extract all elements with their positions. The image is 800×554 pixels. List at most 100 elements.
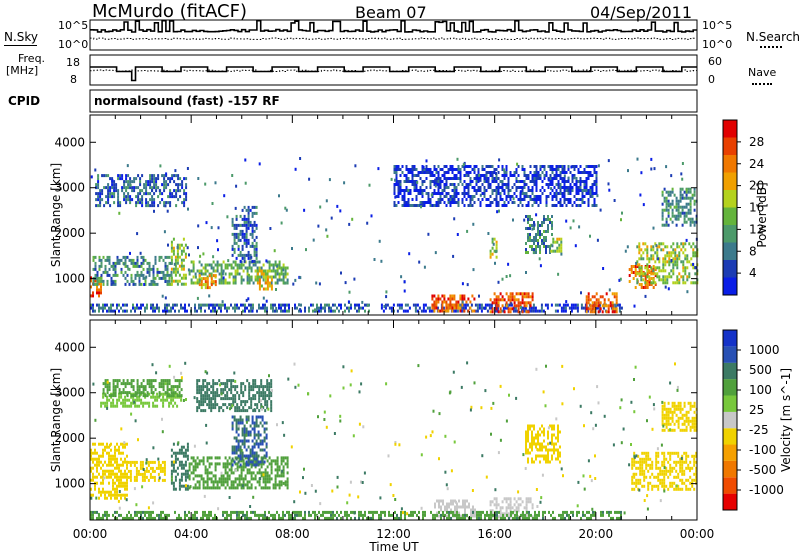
echo-cell	[405, 201, 408, 204]
echo-cell	[443, 201, 446, 204]
echo-cell	[487, 204, 490, 207]
echo-cell	[547, 451, 549, 455]
echo-cell	[527, 227, 529, 230]
echo-cell	[109, 195, 112, 199]
echo-cell	[204, 400, 207, 404]
echo-cell	[680, 248, 683, 252]
echo-cell	[140, 282, 143, 286]
echo-cell	[419, 201, 422, 204]
echo-cell	[92, 291, 94, 295]
echo-cell	[662, 278, 665, 282]
echo-cell	[583, 201, 586, 204]
echo-cell	[347, 300, 350, 304]
echo-cell	[273, 249, 276, 253]
echo-cell	[411, 177, 414, 180]
echo-cell	[577, 204, 580, 207]
echo-cell	[280, 266, 283, 270]
echo-cell	[286, 483, 289, 487]
echo-cell	[284, 480, 287, 484]
echo-cell	[672, 260, 675, 264]
echo-cell	[128, 382, 131, 386]
echo-cell	[149, 198, 152, 202]
echo-cell	[591, 192, 594, 195]
echo-cell	[505, 165, 508, 168]
echo-cell	[262, 278, 265, 282]
echo-cell	[147, 469, 150, 473]
echo-cell	[559, 460, 561, 464]
echo-cell	[146, 306, 148, 310]
echo-cell	[90, 454, 92, 458]
echo-cell	[479, 201, 482, 204]
echo-cell	[174, 255, 177, 259]
echo-cell	[551, 177, 554, 180]
echo-cell	[382, 309, 385, 313]
echo-cell	[527, 430, 529, 434]
echo-cell	[170, 243, 173, 247]
echo-cell	[243, 424, 246, 428]
echo-cell	[560, 252, 563, 256]
echo-cell	[683, 217, 686, 221]
echo-cell	[517, 509, 520, 513]
echo-cell	[150, 385, 153, 389]
echo-cell	[551, 215, 553, 218]
echo-cell	[286, 303, 288, 307]
echo-cell	[234, 486, 237, 490]
echo-cell	[108, 309, 110, 313]
echo-cell	[466, 303, 469, 307]
echo-cell	[222, 281, 225, 285]
echo-cell	[202, 486, 205, 490]
echo-cell	[531, 239, 533, 242]
echo-cell	[182, 237, 185, 241]
echo-cell	[638, 263, 641, 267]
echo-cell	[276, 266, 279, 270]
echo-cell	[338, 303, 340, 307]
echo-cell	[234, 397, 237, 401]
echo-cell	[477, 180, 480, 183]
echo-cell	[114, 475, 116, 479]
echo-cell	[393, 186, 396, 189]
echo-cell	[94, 463, 96, 467]
echo-cell	[521, 192, 524, 195]
echo-cell	[505, 198, 508, 201]
echo-cell	[224, 278, 227, 282]
echo-cell	[174, 487, 177, 491]
echo-cell	[159, 164, 162, 168]
echo-cell	[164, 264, 167, 268]
echo-cell	[549, 165, 552, 168]
echo-cell	[615, 292, 618, 296]
echo-cell	[109, 189, 112, 193]
echo-cell	[220, 281, 223, 285]
echo-cell	[658, 245, 661, 249]
echo-cell	[116, 478, 118, 482]
echo-cell	[563, 180, 566, 183]
echo-cell	[214, 397, 217, 401]
echo-cell	[587, 292, 590, 296]
echo-cell	[228, 474, 231, 478]
echo-cell	[499, 195, 502, 198]
echo-cell	[474, 309, 477, 313]
echo-cell	[668, 263, 671, 267]
echo-cell	[667, 199, 670, 203]
echo-cell	[463, 192, 466, 195]
echo-cell	[114, 448, 116, 452]
echo-cell	[235, 457, 238, 461]
echo-cell	[176, 457, 179, 461]
echo-cell	[683, 211, 686, 215]
echo-cell	[276, 272, 279, 276]
echo-cell	[556, 237, 559, 241]
echo-cell	[512, 197, 515, 201]
echo-cell	[471, 195, 474, 198]
echo-cell	[570, 309, 573, 313]
echo-cell	[488, 306, 491, 310]
echo-cell	[563, 177, 566, 180]
echo-cell	[495, 180, 498, 183]
echo-cell	[556, 240, 559, 244]
echo-cell	[169, 204, 172, 208]
echo-cell	[249, 433, 252, 437]
echo-cell	[489, 255, 492, 259]
echo-cell	[118, 493, 120, 497]
echo-cell	[616, 303, 619, 307]
echo-cell	[551, 424, 553, 428]
echo-cell	[393, 201, 396, 204]
echo-cell	[469, 306, 472, 310]
